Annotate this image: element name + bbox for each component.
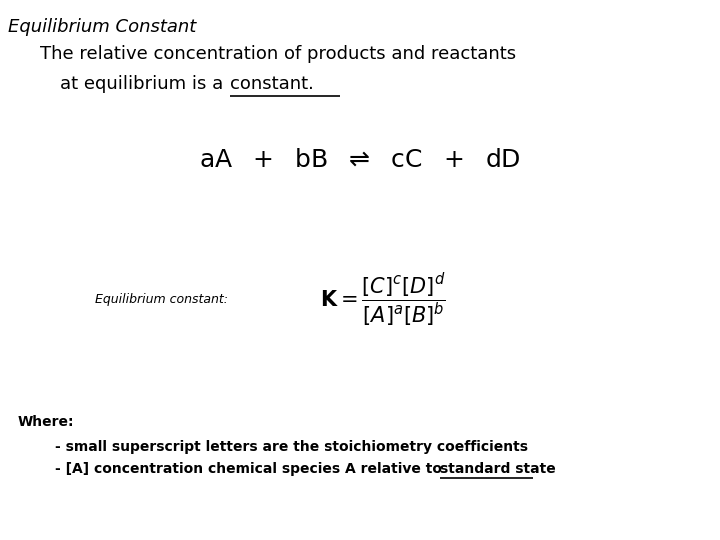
Text: - small superscript letters are the stoichiometry coefficients: - small superscript letters are the stoi… [55, 440, 528, 454]
Text: Where:: Where: [18, 415, 74, 429]
Text: Equilibrium constant:: Equilibrium constant: [95, 294, 228, 307]
Text: at equilibrium is a: at equilibrium is a [60, 75, 229, 93]
Text: Equilibrium Constant: Equilibrium Constant [8, 18, 197, 36]
Text: standard state: standard state [440, 462, 556, 476]
Text: constant.: constant. [230, 75, 314, 93]
Text: $\rm aA\ \ +\ \ bB\ \ \rightleftharpoons\ \ cC\ \ +\ \ dD$: $\rm aA\ \ +\ \ bB\ \ \rightleftharpoons… [199, 148, 521, 172]
Text: - [A] concentration chemical species A relative to: - [A] concentration chemical species A r… [55, 462, 447, 476]
Text: $\mathbf{K} = \dfrac{[C]^{c}[D]^{d}}{[A]^{a}[B]^{b}}$: $\mathbf{K} = \dfrac{[C]^{c}[D]^{d}}{[A]… [320, 271, 446, 329]
Text: The relative concentration of products and reactants: The relative concentration of products a… [40, 45, 516, 63]
